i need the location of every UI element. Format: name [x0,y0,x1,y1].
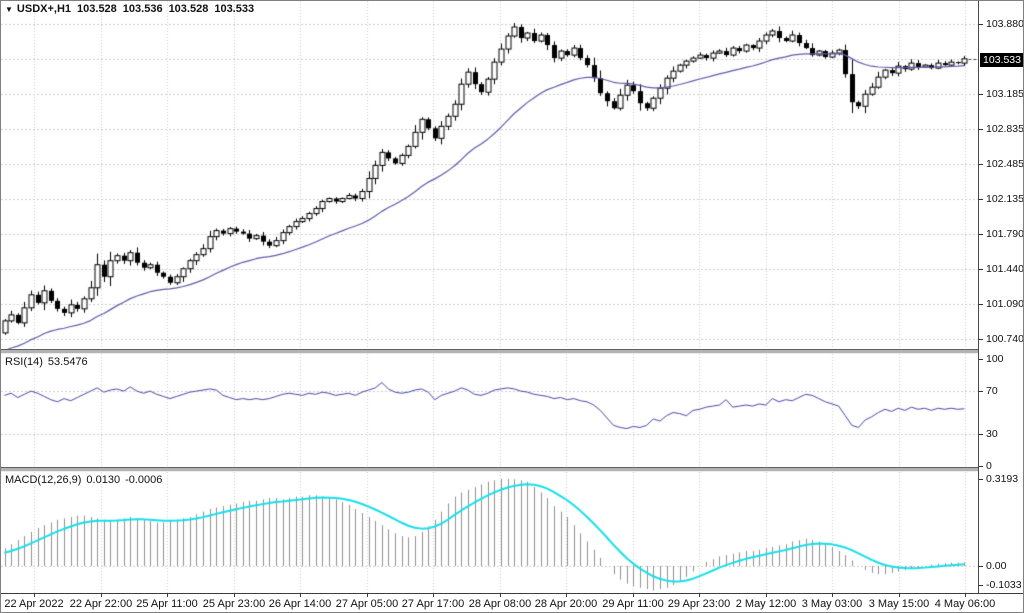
axis-tick-mark [979,566,983,567]
axis-tick-mark [979,359,983,360]
time-tick-mark [566,594,567,597]
price-tick-label: 103.880 [986,18,1024,30]
price-tick-label: 103.185 [986,88,1024,100]
time-tick-label: 26 Apr 14:00 [268,598,332,610]
price-tick-label: 101.440 [986,263,1024,275]
axis-tick-mark [979,434,983,435]
time-tick-mark [832,594,833,597]
quote-close: 103.533 [214,3,255,15]
price-tick-label: 102.485 [986,158,1024,170]
symbol-header: ▼ USDX+,H1 103.528 103.536 103.528 103.533 [5,3,254,15]
time-tick-label: 2 May 12:00 [735,598,797,610]
time-tick-mark [633,594,634,597]
price-panel: ▼ USDX+,H1 103.528 103.536 103.528 103.533 [1,1,978,349]
quote-high: 103.536 [122,3,163,15]
macd-panel: MACD(12,26,9) 0.0130 -0.0006 [1,472,978,593]
axis-tick-mark [979,339,983,340]
macd-tick-label: 0.3193 [986,473,1019,485]
time-tick-label: 22 Apr 2022 [4,598,64,610]
axis-tick-mark [979,129,983,130]
time-tick-mark [34,594,35,597]
time-tick-mark [766,594,767,597]
rsi-tick-label: 30 [986,428,998,440]
time-tick-mark [101,594,102,597]
time-tick-label: 27 Apr 17:00 [401,598,465,610]
time-tick-mark [899,594,900,597]
time-tick-mark [699,594,700,597]
axis-tick-mark [979,234,983,235]
time-tick-mark [167,594,168,597]
rsi-tick-label: 0 [986,460,992,472]
time-tick-label: 4 May 06:00 [934,598,996,610]
time-tick-label: 25 Apr 11:00 [136,598,198,610]
rsi-label: RSI(14) [5,356,43,368]
time-tick-label: 22 Apr 22:00 [69,598,133,610]
rsi-chart-canvas[interactable] [1,354,978,467]
axis-tick-mark [979,391,983,392]
price-tick-label: 101.790 [986,228,1024,240]
axis-tick-mark [979,304,983,305]
macd-value: 0.0130 [86,474,121,486]
axis-tick-mark [979,269,983,270]
candlestick-chart-canvas[interactable] [1,1,978,349]
axis-tick-mark [979,199,983,200]
rsi-tick-label: 70 [986,385,998,397]
price-axis[interactable]: 103.533 103.880 103.185 102.835 102.485 102.… [978,1,1024,593]
axis-tick-mark [979,585,983,586]
time-tick-mark [500,594,501,597]
time-tick-mark [433,594,434,597]
macd-chart-canvas[interactable] [1,472,978,593]
macd-header: MACD(12,26,9) 0.0130 -0.0006 [5,474,162,486]
time-tick-label: 25 Apr 23:00 [202,598,266,610]
time-tick-label: 27 Apr 05:00 [335,598,399,610]
axis-tick-mark [979,164,983,165]
axis-tick-mark [979,466,983,467]
rsi-tick-label: 100 [986,353,1004,365]
time-tick-label: 28 Apr 20:00 [534,598,598,610]
panel-resize-divider[interactable] [1,349,1023,354]
time-tick-label: 28 Apr 08:00 [468,598,532,610]
price-tick-label: 102.135 [986,193,1024,205]
quote-low: 103.528 [168,3,209,15]
macd-signal-value: -0.0006 [125,474,163,486]
time-tick-label: 29 Apr 11:00 [602,598,664,610]
time-tick-label: 3 May 03:00 [801,598,863,610]
axis-tick-mark [979,479,983,480]
price-tick-label: 102.835 [986,123,1024,135]
quote-open: 103.528 [77,3,117,15]
rsi-header: RSI(14) 53.5476 [5,356,88,368]
time-tick-mark [234,594,235,597]
axis-tick-mark [979,94,983,95]
macd-label: MACD(12,26,9) [5,474,82,486]
macd-tick-label: -0.1033 [986,579,1022,591]
time-tick-mark [367,594,368,597]
time-tick-mark [965,594,966,597]
panel-resize-divider[interactable] [1,467,1023,472]
price-tick-label: 101.090 [986,298,1024,310]
symbol-timeframe-label: USDX+,H1 [16,3,72,15]
time-tick-label: 3 May 15:00 [868,598,930,610]
symbol-dropdown-icon[interactable]: ▼ [5,5,13,14]
time-axis[interactable]: 22 Apr 2022 22 Apr 22:00 25 Apr 11:00 25 Ap… [1,593,1023,612]
price-tick-label: 100.740 [986,333,1024,345]
current-price-tag: 103.533 [980,53,1023,67]
time-tick-label: 29 Apr 23:00 [667,598,731,610]
axis-tick-mark [979,24,983,25]
rsi-panel: RSI(14) 53.5476 [1,354,978,467]
time-tick-mark [300,594,301,597]
macd-tick-label: 0.00 [986,560,1007,572]
rsi-value: 53.5476 [47,356,88,368]
